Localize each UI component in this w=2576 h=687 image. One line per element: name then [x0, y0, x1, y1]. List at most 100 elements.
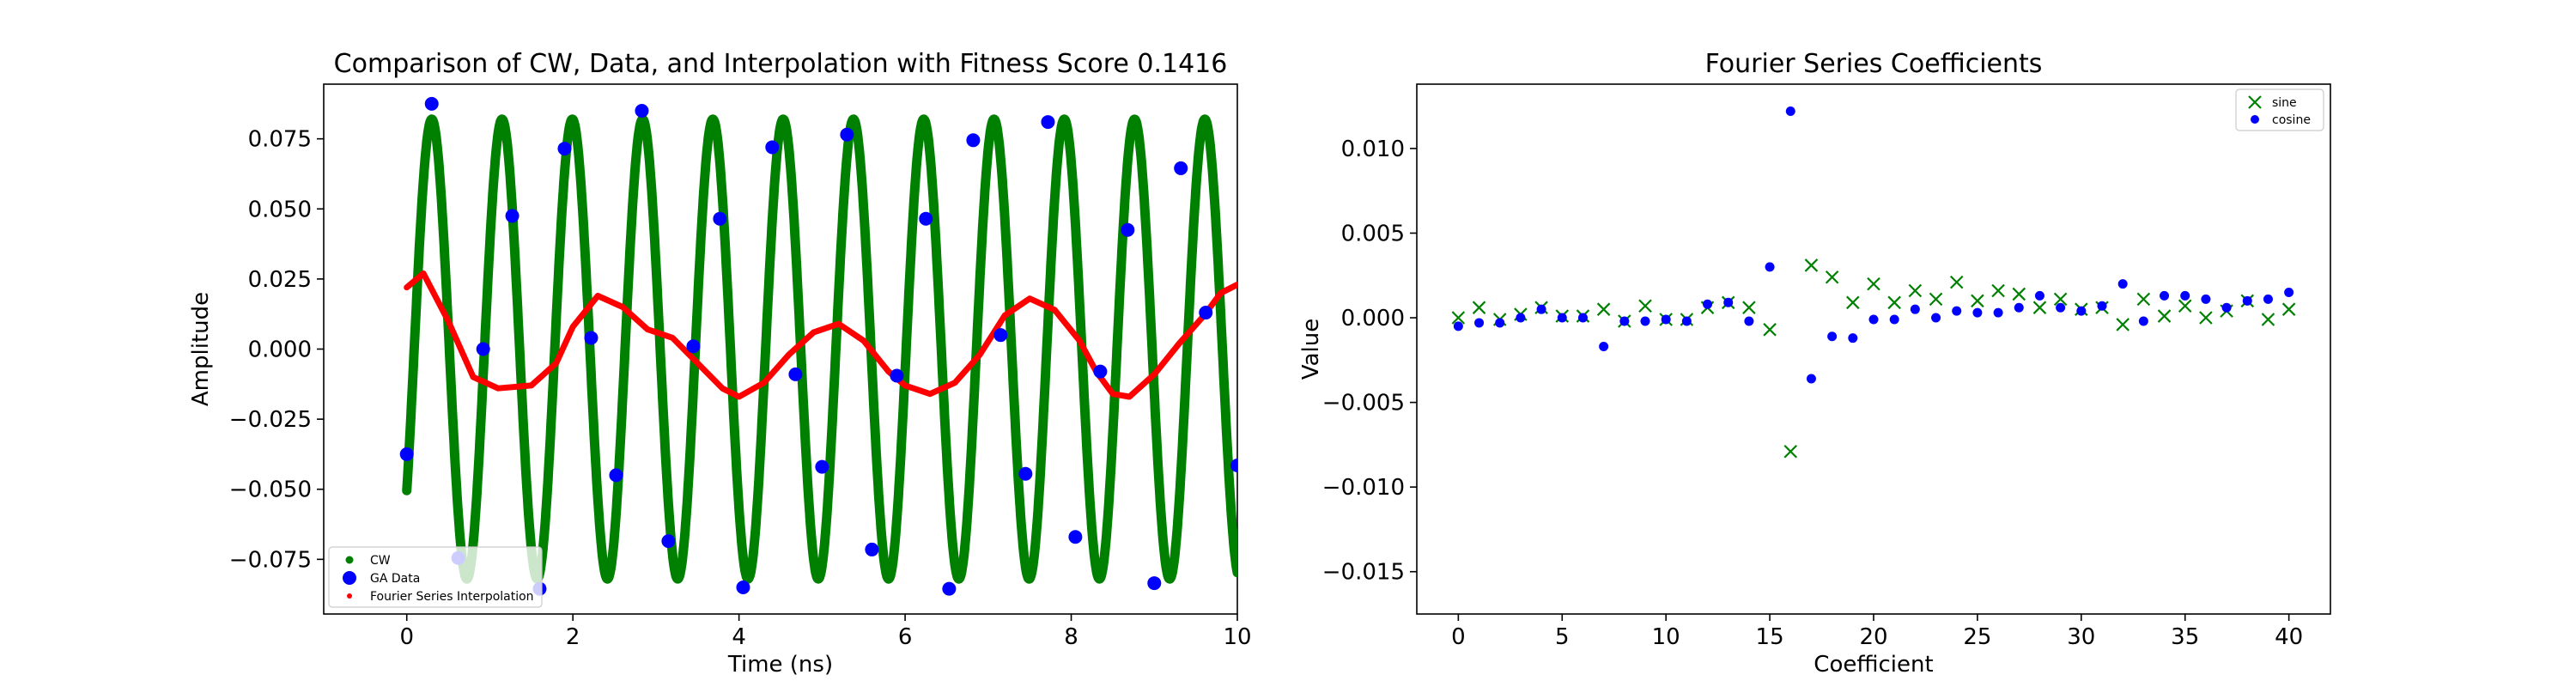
cosine-coefficient-point — [1723, 297, 1734, 307]
cosine-coefficient-point — [1889, 314, 1899, 325]
ga-data-point — [788, 367, 803, 381]
cosine-coefficient-point — [1972, 307, 1983, 318]
cosine-coefficient-point — [2180, 290, 2190, 301]
cosine-coefficient-point — [1931, 313, 1941, 323]
ga-data-point — [686, 339, 701, 354]
y-tick-label: 0.005 — [1341, 221, 1405, 246]
cosine-coefficient-point — [2076, 306, 2087, 316]
cosine-coefficient-point — [1557, 313, 1567, 323]
axes-1: Comparison of CW, Data, and Interpolatio… — [188, 49, 1252, 678]
y-tick-label: 0.025 — [248, 267, 312, 293]
ga-data-point — [942, 581, 957, 596]
sine-coefficient-point — [2178, 299, 2192, 313]
sine-coefficient-point — [2012, 287, 2026, 301]
x-tick-label: 10 — [1652, 624, 1680, 650]
cosine-coefficient-point — [1993, 307, 2003, 318]
cosine-coefficient-point — [2117, 279, 2128, 289]
cosine-coefficient-point — [1952, 306, 1962, 316]
sine-coefficient-point — [1763, 323, 1777, 337]
ga-data-point — [713, 211, 727, 226]
cosine-coefficient-point — [2056, 302, 2066, 313]
sine-coefficient-point — [1451, 311, 1466, 325]
ga-data-point — [919, 211, 933, 226]
ga-data-point — [736, 580, 750, 594]
x-tick-label: 40 — [2275, 624, 2303, 650]
sine-coefficient-point — [1867, 277, 1880, 291]
ga-data-point — [1041, 115, 1055, 130]
legend: CW GA Data Fourier Series Interpolation — [328, 546, 543, 608]
ga-data-point — [476, 342, 490, 356]
x-tick-label: 30 — [2067, 624, 2095, 650]
cosine-coefficient-point — [1661, 314, 1671, 325]
ga-data-point — [1018, 466, 1033, 481]
ga-data-point — [890, 368, 904, 383]
legend-label: Fourier Series Interpolation — [370, 590, 534, 604]
sine-coefficient-point — [1825, 270, 1839, 284]
sine-coefficient-point — [1991, 283, 2005, 298]
cosine-coefficient-point — [1453, 321, 1463, 331]
cosine-coefficient-point — [1516, 313, 1526, 323]
sine-coefficient-point — [1929, 292, 1943, 307]
cosine-coefficient-point — [1703, 299, 1713, 309]
ga-data-point — [1174, 161, 1188, 175]
y-tick-label: −0.050 — [229, 477, 312, 503]
cosine-coefficient-point — [2242, 295, 2252, 306]
ga-data-point — [865, 542, 879, 556]
ga-data-point — [1093, 364, 1108, 379]
ga-data-point — [993, 328, 1008, 343]
cw-series-line — [402, 114, 1237, 584]
y-tick-label: 0.000 — [1341, 306, 1405, 331]
y-tick-label: −0.025 — [229, 407, 312, 433]
sine-coefficient-point — [2199, 311, 2213, 325]
ga-data-point — [1147, 576, 1162, 591]
ga-data-point — [1068, 530, 1083, 544]
x-tick-label: 25 — [1963, 624, 1991, 650]
legend: sine cosine — [2235, 88, 2324, 131]
ga-data-point — [815, 459, 829, 474]
x-tick-label: 20 — [1859, 624, 1887, 650]
x-tick-label: 0 — [1451, 624, 1466, 650]
ga-data-point — [765, 140, 780, 155]
x-tick-label: 10 — [1223, 624, 1251, 650]
x-tick-label: 8 — [1064, 624, 1078, 650]
ga-data-point — [557, 142, 572, 156]
legend-label: cosine — [2272, 113, 2311, 127]
cosine-coefficient-point — [1619, 316, 1630, 326]
cosine-coefficient-point — [2221, 302, 2232, 313]
cosine-coefficient-point — [2014, 302, 2024, 313]
legend-marker — [2248, 95, 2262, 109]
sine-coefficient-point — [1742, 301, 1756, 314]
cosine-coefficient-point — [1910, 304, 1920, 314]
ga-data-point — [840, 127, 854, 142]
plot-frame — [1416, 83, 2331, 615]
x-tick-label: 35 — [2171, 624, 2199, 650]
x-tick-label: 0 — [399, 624, 414, 650]
cosine-coefficient-point — [1827, 331, 1838, 342]
cosine-coefficient-point — [2138, 316, 2148, 326]
legend-marker — [2251, 115, 2259, 124]
cosine-coefficient-point — [1744, 316, 1754, 326]
x-tick-label: 5 — [1555, 624, 1570, 650]
sine-coefficient-point — [1908, 283, 1923, 298]
cosine-coefficient-point — [1474, 318, 1485, 328]
ga-data-point — [635, 104, 649, 119]
ga-data-point — [1121, 222, 1135, 237]
x-tick-label: 6 — [898, 624, 913, 650]
cosine-coefficient-point — [1806, 374, 1816, 384]
sine-coefficient-point — [1846, 295, 1860, 310]
sine-coefficient-point — [2032, 301, 2047, 314]
y-tick-label: −0.015 — [1322, 560, 1405, 586]
y-axis-label: Value — [1298, 319, 1324, 380]
ga-data-point — [1230, 458, 1237, 472]
sine-coefficient-point — [1887, 295, 1901, 310]
cosine-coefficient-point — [1577, 313, 1588, 323]
legend-label: GA Data — [370, 572, 420, 586]
sine-coefficient-point — [1783, 444, 1798, 459]
sine-coefficient-point — [2157, 309, 2172, 323]
legend-label: CW — [370, 554, 391, 568]
y-tick-label: 0.000 — [248, 337, 312, 363]
cosine-coefficient-point — [1681, 316, 1692, 326]
legend-marker — [345, 556, 354, 564]
ga-data-point — [609, 468, 623, 483]
